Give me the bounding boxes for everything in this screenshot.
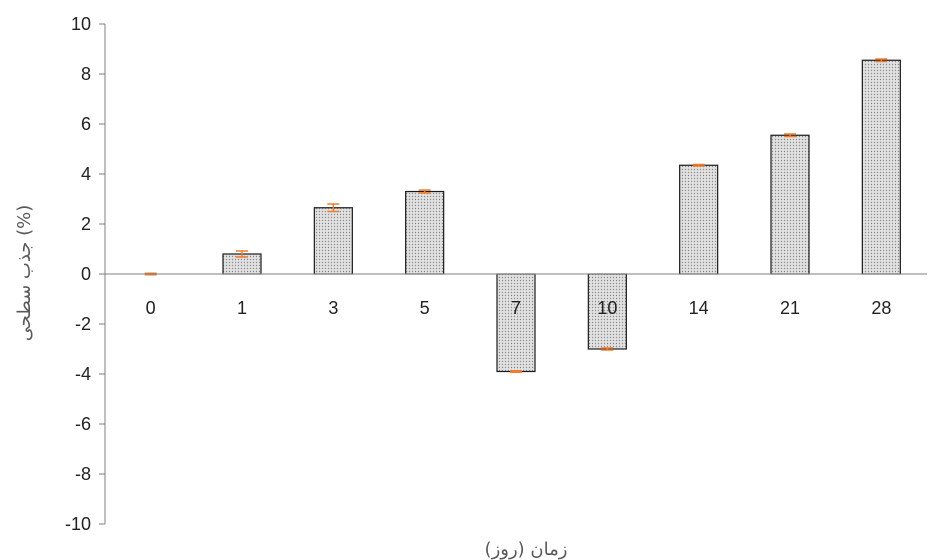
y-tick-label: -2 xyxy=(75,314,91,334)
bar-10 xyxy=(587,273,627,350)
y-tick-label: 6 xyxy=(81,114,91,134)
bar-3 xyxy=(313,207,353,275)
y-tick-label: -4 xyxy=(75,364,91,384)
error-bar-5 xyxy=(418,189,431,194)
y-tick-label: -10 xyxy=(65,514,91,534)
x-axis-title: زمان (روز) xyxy=(485,539,568,560)
bar-21 xyxy=(770,134,810,275)
bar-7 xyxy=(496,273,536,373)
bar-5 xyxy=(405,190,445,275)
y-tick-label: 4 xyxy=(81,164,91,184)
error-bar-7 xyxy=(510,370,522,373)
y-tick-label: 0 xyxy=(81,264,91,284)
x-tick-label: 1 xyxy=(237,298,247,318)
error-bar-28 xyxy=(875,58,888,63)
error-bar-3 xyxy=(327,203,340,213)
error-bar-10 xyxy=(601,347,614,351)
x-tick-label: 21 xyxy=(780,298,800,318)
error-bar-14 xyxy=(692,163,705,167)
error-bar-1 xyxy=(236,250,248,258)
bars xyxy=(144,58,901,373)
x-tick-label: 3 xyxy=(328,298,338,318)
y-tick-label: -6 xyxy=(75,414,91,434)
y-axis: -10 -8 -6 -4 -2 0 2 4 6 8 10 xyxy=(65,14,106,534)
y-tick-label: -8 xyxy=(75,464,91,484)
bar-28 xyxy=(861,59,901,275)
x-tick-label: 10 xyxy=(597,298,617,318)
x-tick-label: 5 xyxy=(420,298,430,318)
y-tick-label: 2 xyxy=(81,214,91,234)
x-tick-label: 7 xyxy=(511,298,521,318)
y-tick-label: 8 xyxy=(81,64,91,84)
x-tick-label: 14 xyxy=(689,298,709,318)
error-bar-21 xyxy=(784,133,796,138)
y-axis-title: جذب سطحی (%) xyxy=(14,205,35,342)
y-tick-label: 10 xyxy=(71,14,91,34)
x-tick-label: 0 xyxy=(146,298,156,318)
x-tick-label: 28 xyxy=(871,298,891,318)
bar-14 xyxy=(679,164,719,275)
x-axis: 0 1 3 5 7 10 14 21 28 xyxy=(105,273,927,318)
